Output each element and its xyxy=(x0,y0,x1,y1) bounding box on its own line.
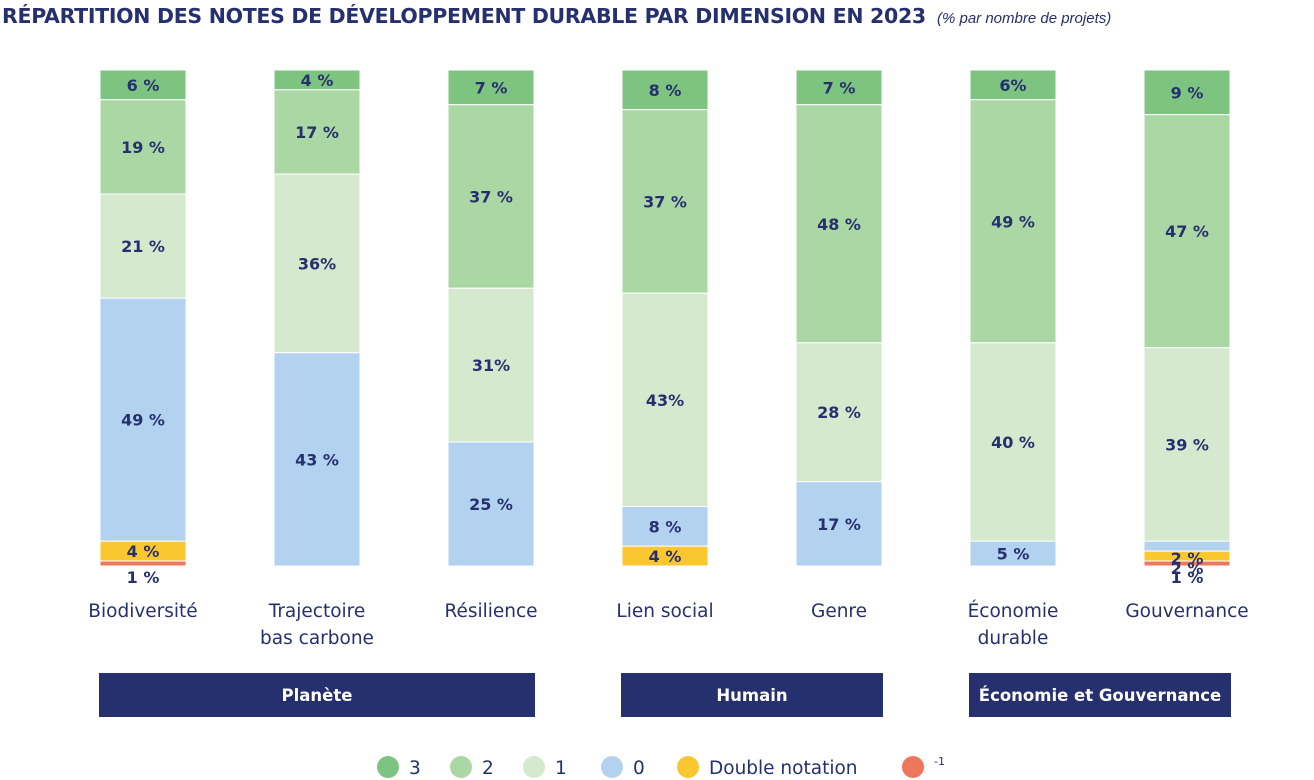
data-label-biodiversite-double: 4 % xyxy=(127,542,160,561)
category-label-genre: Genre xyxy=(811,601,867,622)
legend-swatch-minus-1 xyxy=(902,756,924,778)
bar-segment-resilience-1 xyxy=(447,287,535,443)
bar-segment-genre-0 xyxy=(795,481,883,567)
bar-segment-lien-social-2 xyxy=(621,109,709,294)
category-label-resilience: Résilience xyxy=(444,601,537,622)
data-label-trajectoire-bas-carbone-1: 36% xyxy=(298,254,336,273)
bar-segment-economie-durable-1 xyxy=(969,342,1057,542)
group-label-humain: Humain xyxy=(716,686,787,705)
data-label-resilience-0: 25 % xyxy=(469,495,513,514)
data-label-economie-durable-0: 5 % xyxy=(997,545,1030,564)
data-label-biodiversite-2: 19 % xyxy=(121,138,165,157)
data-label-biodiversite-1: 21 % xyxy=(121,237,165,256)
bar-segment-gouvernance-2 xyxy=(1143,114,1231,349)
data-label-trajectoire-bas-carbone-0: 43 % xyxy=(295,450,339,469)
data-label-gouvernance-0: 2 % xyxy=(1171,549,1204,568)
bar-segment-lien-social-1 xyxy=(621,292,709,507)
data-label-gouvernance-minus1: 1 % xyxy=(1171,568,1204,587)
category-label-lien-social: Lien social xyxy=(616,601,713,622)
bar-segment-gouvernance-3 xyxy=(1143,69,1231,116)
data-label-lien-social-1: 43% xyxy=(646,391,684,410)
data-label-lien-social-3: 8 % xyxy=(649,81,682,100)
bar-segment-genre-1 xyxy=(795,342,883,483)
legend-label-minus-1: -1 xyxy=(934,755,945,768)
group-band-planete xyxy=(99,673,535,717)
legend-label-double: Double notation xyxy=(709,758,858,779)
bar-segment-resilience-2 xyxy=(447,104,535,289)
data-label-biodiversite-minus1: 1 % xyxy=(127,568,160,587)
group-band-economie-et-gouvernance xyxy=(969,673,1231,717)
bar-segment-gouvernance-minus1 xyxy=(1143,560,1231,567)
bar-segment-economie-durable-3 xyxy=(969,69,1057,101)
group-band-humain xyxy=(621,673,883,717)
legend-swatch-0 xyxy=(601,756,623,778)
data-label-gouvernance-double: 2 % xyxy=(1171,559,1204,578)
data-label-economie-durable-3: 6% xyxy=(999,76,1026,95)
chart-subtitle: (% par nombre de projets) xyxy=(936,10,1112,27)
bar-segment-resilience-0 xyxy=(447,441,535,567)
data-label-biodiversite-3: 6 % xyxy=(127,76,160,95)
bar-segment-genre-2 xyxy=(795,104,883,344)
bar-segment-lien-social-double xyxy=(621,545,709,567)
data-label-gouvernance-1: 39 % xyxy=(1165,435,1209,454)
category-label-gouvernance: Gouvernance xyxy=(1125,601,1248,622)
bar-segment-economie-durable-0 xyxy=(969,540,1057,567)
data-label-genre-0: 17 % xyxy=(817,515,861,534)
category-label-biodiversite: Biodiversité xyxy=(88,601,197,622)
data-label-lien-social-double: 4 % xyxy=(649,547,682,566)
data-label-gouvernance-3: 9 % xyxy=(1171,83,1204,102)
data-label-gouvernance-2: 47 % xyxy=(1165,222,1209,241)
data-label-trajectoire-bas-carbone-2: 17 % xyxy=(295,123,339,142)
legend-label-0: 0 xyxy=(633,758,645,779)
bar-segment-gouvernance-1 xyxy=(1143,347,1231,542)
data-label-lien-social-0: 8 % xyxy=(649,517,682,536)
legend-swatch-double xyxy=(677,756,699,778)
chart-title: RÉPARTITION DES NOTES DE DÉVELOPPEMENT D… xyxy=(2,4,926,28)
data-label-lien-social-2: 37 % xyxy=(643,192,687,211)
legend-swatch-1 xyxy=(523,756,545,778)
data-label-genre-3: 7 % xyxy=(823,78,856,97)
bar-segment-lien-social-3 xyxy=(621,69,709,111)
bar-segment-economie-durable-2 xyxy=(969,99,1057,344)
data-label-resilience-3: 7 % xyxy=(475,78,508,97)
data-label-trajectoire-bas-carbone-3: 4 % xyxy=(301,71,334,90)
legend-swatch-3 xyxy=(377,756,399,778)
data-label-genre-2: 48 % xyxy=(817,215,861,234)
legend-label-1: 1 xyxy=(555,758,567,779)
group-label-planete: Planète xyxy=(282,686,353,705)
bar-segment-trajectoire-bas-carbone-2 xyxy=(273,89,361,175)
legend-swatch-2 xyxy=(450,756,472,778)
bar-segment-biodiversite-3 xyxy=(99,69,187,101)
bar-segment-trajectoire-bas-carbone-0 xyxy=(273,352,361,567)
data-label-resilience-2: 37 % xyxy=(469,187,513,206)
bar-segment-genre-3 xyxy=(795,69,883,106)
data-label-economie-durable-2: 49 % xyxy=(991,212,1035,231)
category-label-economie-durable: Économie durable xyxy=(968,600,1059,649)
bar-segment-biodiversite-2 xyxy=(99,99,187,195)
bar-segment-trajectoire-bas-carbone-1 xyxy=(273,173,361,354)
bar-segment-lien-social-0 xyxy=(621,505,709,547)
bar-segment-biodiversite-minus1 xyxy=(99,560,187,567)
legend-label-3: 3 xyxy=(409,758,421,779)
data-label-genre-1: 28 % xyxy=(817,403,861,422)
data-label-economie-durable-1: 40 % xyxy=(991,433,1035,452)
category-label-trajectoire-bas-carbone: Trajectoire bas carbone xyxy=(260,601,374,649)
legend-label-2: 2 xyxy=(482,758,494,779)
title-row: RÉPARTITION DES NOTES DE DÉVELOPPEMENT D… xyxy=(2,4,1314,36)
data-label-resilience-1: 31% xyxy=(472,356,510,375)
group-label-economie-et-gouvernance: Économie et Gouvernance xyxy=(979,686,1221,705)
data-label-biodiversite-0: 49 % xyxy=(121,411,165,430)
